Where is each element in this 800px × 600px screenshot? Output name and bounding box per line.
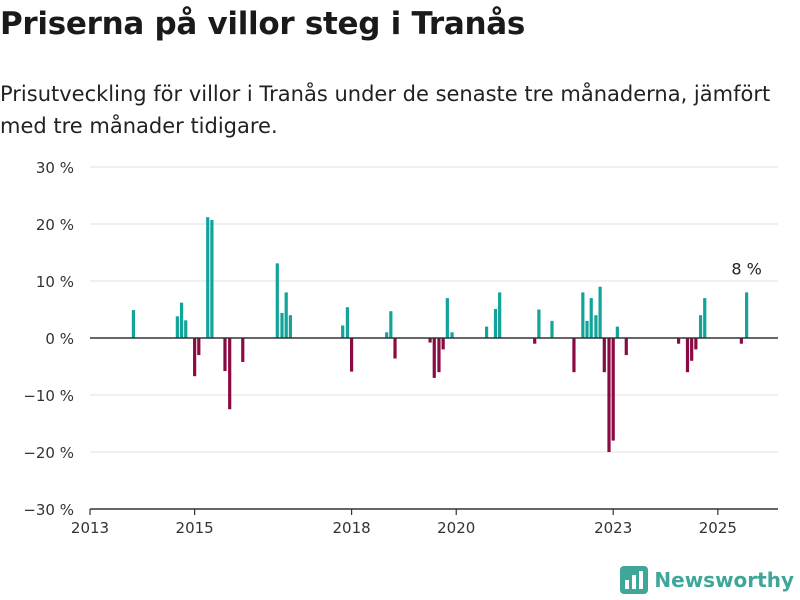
bar bbox=[280, 312, 284, 338]
bar bbox=[703, 298, 707, 338]
bar bbox=[676, 338, 681, 344]
bar bbox=[611, 338, 615, 441]
gridlines bbox=[90, 166, 778, 453]
annotations: 8 % bbox=[731, 259, 761, 278]
brand-logo: Newsworthy bbox=[620, 566, 794, 594]
x-tick-label: 2025 bbox=[699, 519, 737, 537]
bar bbox=[275, 263, 279, 338]
bar bbox=[341, 325, 345, 338]
bar bbox=[694, 338, 698, 350]
y-tick-label: 10 % bbox=[36, 273, 74, 291]
newsworthy-logo-icon bbox=[620, 566, 649, 594]
bar bbox=[607, 338, 611, 452]
bar bbox=[739, 338, 743, 344]
chart-subtitle: Prisutveckling för villor i Tranås under… bbox=[0, 82, 771, 138]
bar bbox=[484, 326, 489, 338]
bar bbox=[131, 310, 136, 338]
bar bbox=[393, 338, 397, 359]
bar bbox=[493, 308, 498, 338]
bar bbox=[533, 338, 537, 344]
bar bbox=[284, 292, 288, 338]
bars bbox=[131, 217, 749, 452]
bar bbox=[345, 307, 350, 338]
bar bbox=[624, 338, 628, 356]
bar bbox=[210, 220, 214, 338]
bar bbox=[385, 332, 389, 338]
bar bbox=[685, 338, 690, 373]
bar bbox=[441, 338, 445, 350]
x-tick-label: 2018 bbox=[333, 519, 371, 537]
y-tick-label: −20 % bbox=[23, 444, 74, 462]
bar bbox=[615, 326, 619, 338]
y-tick-label: 0 % bbox=[45, 330, 74, 348]
bar bbox=[389, 311, 393, 338]
x-tick-label: 2023 bbox=[594, 519, 632, 537]
y-tick-label: −30 % bbox=[23, 501, 74, 519]
bar bbox=[432, 338, 436, 378]
bar bbox=[184, 320, 188, 338]
bar bbox=[690, 338, 694, 361]
bar bbox=[445, 298, 449, 338]
x-tick-label: 2020 bbox=[437, 519, 475, 537]
bar bbox=[350, 338, 354, 372]
bar bbox=[437, 338, 441, 373]
bar bbox=[498, 292, 502, 338]
y-tick-label: −10 % bbox=[23, 387, 74, 405]
bar bbox=[589, 298, 593, 338]
bar bbox=[223, 338, 227, 372]
bar bbox=[428, 338, 432, 343]
bar bbox=[602, 338, 606, 373]
bar bbox=[179, 302, 184, 338]
bar bbox=[698, 315, 703, 338]
bar bbox=[598, 286, 602, 338]
bar bbox=[594, 315, 598, 338]
chart-title: Priserna på villor steg i Tranås bbox=[0, 6, 526, 42]
x-tick-label: 2013 bbox=[71, 519, 109, 537]
bar bbox=[581, 292, 585, 338]
y-axis-ticks: 30 % 20 % 10 % 0 % −10 % −20 % −30 % bbox=[23, 159, 74, 519]
bar bbox=[537, 309, 541, 338]
x-axis-ticks: 2013 2015 2018 2020 2023 2025 bbox=[71, 509, 737, 537]
bar bbox=[450, 332, 454, 338]
y-tick-label: 30 % bbox=[36, 159, 74, 177]
bar bbox=[585, 320, 589, 338]
bar bbox=[288, 315, 292, 338]
bar bbox=[228, 338, 232, 410]
bar bbox=[206, 217, 210, 338]
bar bbox=[197, 338, 201, 356]
bar bbox=[175, 316, 179, 338]
bar bbox=[745, 292, 749, 338]
axes bbox=[90, 337, 778, 510]
bar bbox=[193, 338, 197, 377]
bar bbox=[572, 338, 576, 373]
brand-name: Newsworthy bbox=[654, 568, 794, 592]
y-tick-label: 20 % bbox=[36, 216, 74, 234]
last-value-label: 8 % bbox=[731, 259, 761, 278]
bar bbox=[241, 338, 245, 362]
x-tick-label: 2015 bbox=[176, 519, 214, 537]
bar bbox=[550, 320, 554, 338]
